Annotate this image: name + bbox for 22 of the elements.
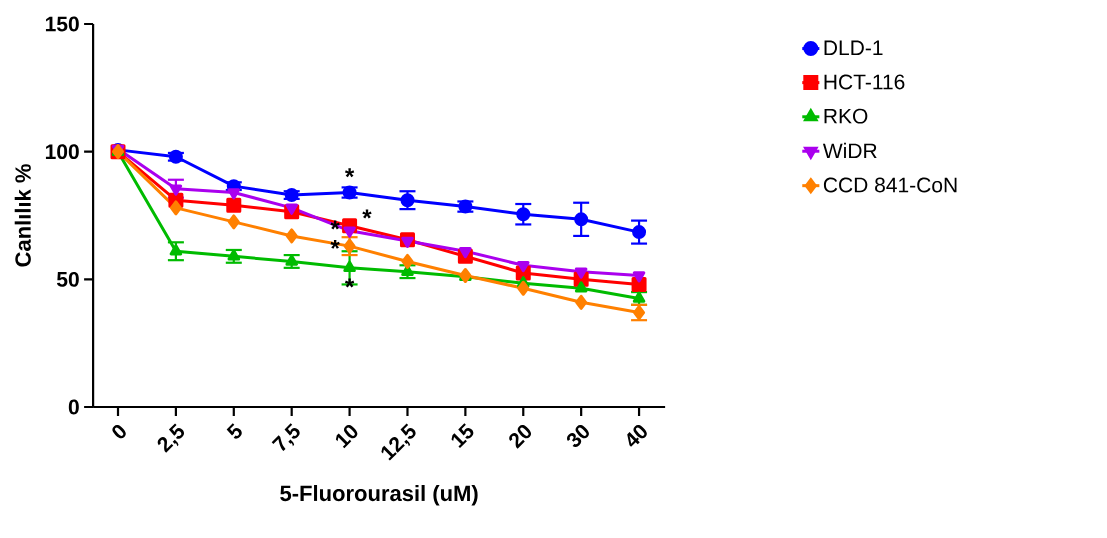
y-tick-label: 100 xyxy=(45,144,79,160)
x-tick-label: 40 xyxy=(627,424,647,447)
legend-label: DLD-1 xyxy=(824,40,883,56)
legend-label: HCT-116 xyxy=(824,74,905,90)
y-tick-label: 50 xyxy=(56,271,79,287)
x-tick-label: 5 xyxy=(226,423,242,439)
legend-label: WiDR xyxy=(822,142,877,159)
y-tick-label: 150 xyxy=(45,16,79,32)
x-tick-label: 2,5 xyxy=(157,423,185,453)
x-tick-label: 7,5 xyxy=(271,423,300,451)
x-tick-label: 10 xyxy=(335,424,358,449)
legend-label: RKO xyxy=(824,108,868,124)
x-tick-label: 15 xyxy=(451,423,474,449)
y-tick-label: 0 xyxy=(68,399,79,415)
annotation: * xyxy=(362,209,372,219)
legend-label: CCD 841-CoN xyxy=(823,177,957,193)
y-axis-title: Canlılık % xyxy=(14,164,31,267)
x-tick-label: 30 xyxy=(566,424,589,448)
x-tick-label: 20 xyxy=(509,424,532,449)
x-tick-label: 0 xyxy=(112,424,126,439)
annotation: * xyxy=(344,168,355,178)
x-axis-title: 5-Fluorourasil (uM) xyxy=(280,484,478,506)
